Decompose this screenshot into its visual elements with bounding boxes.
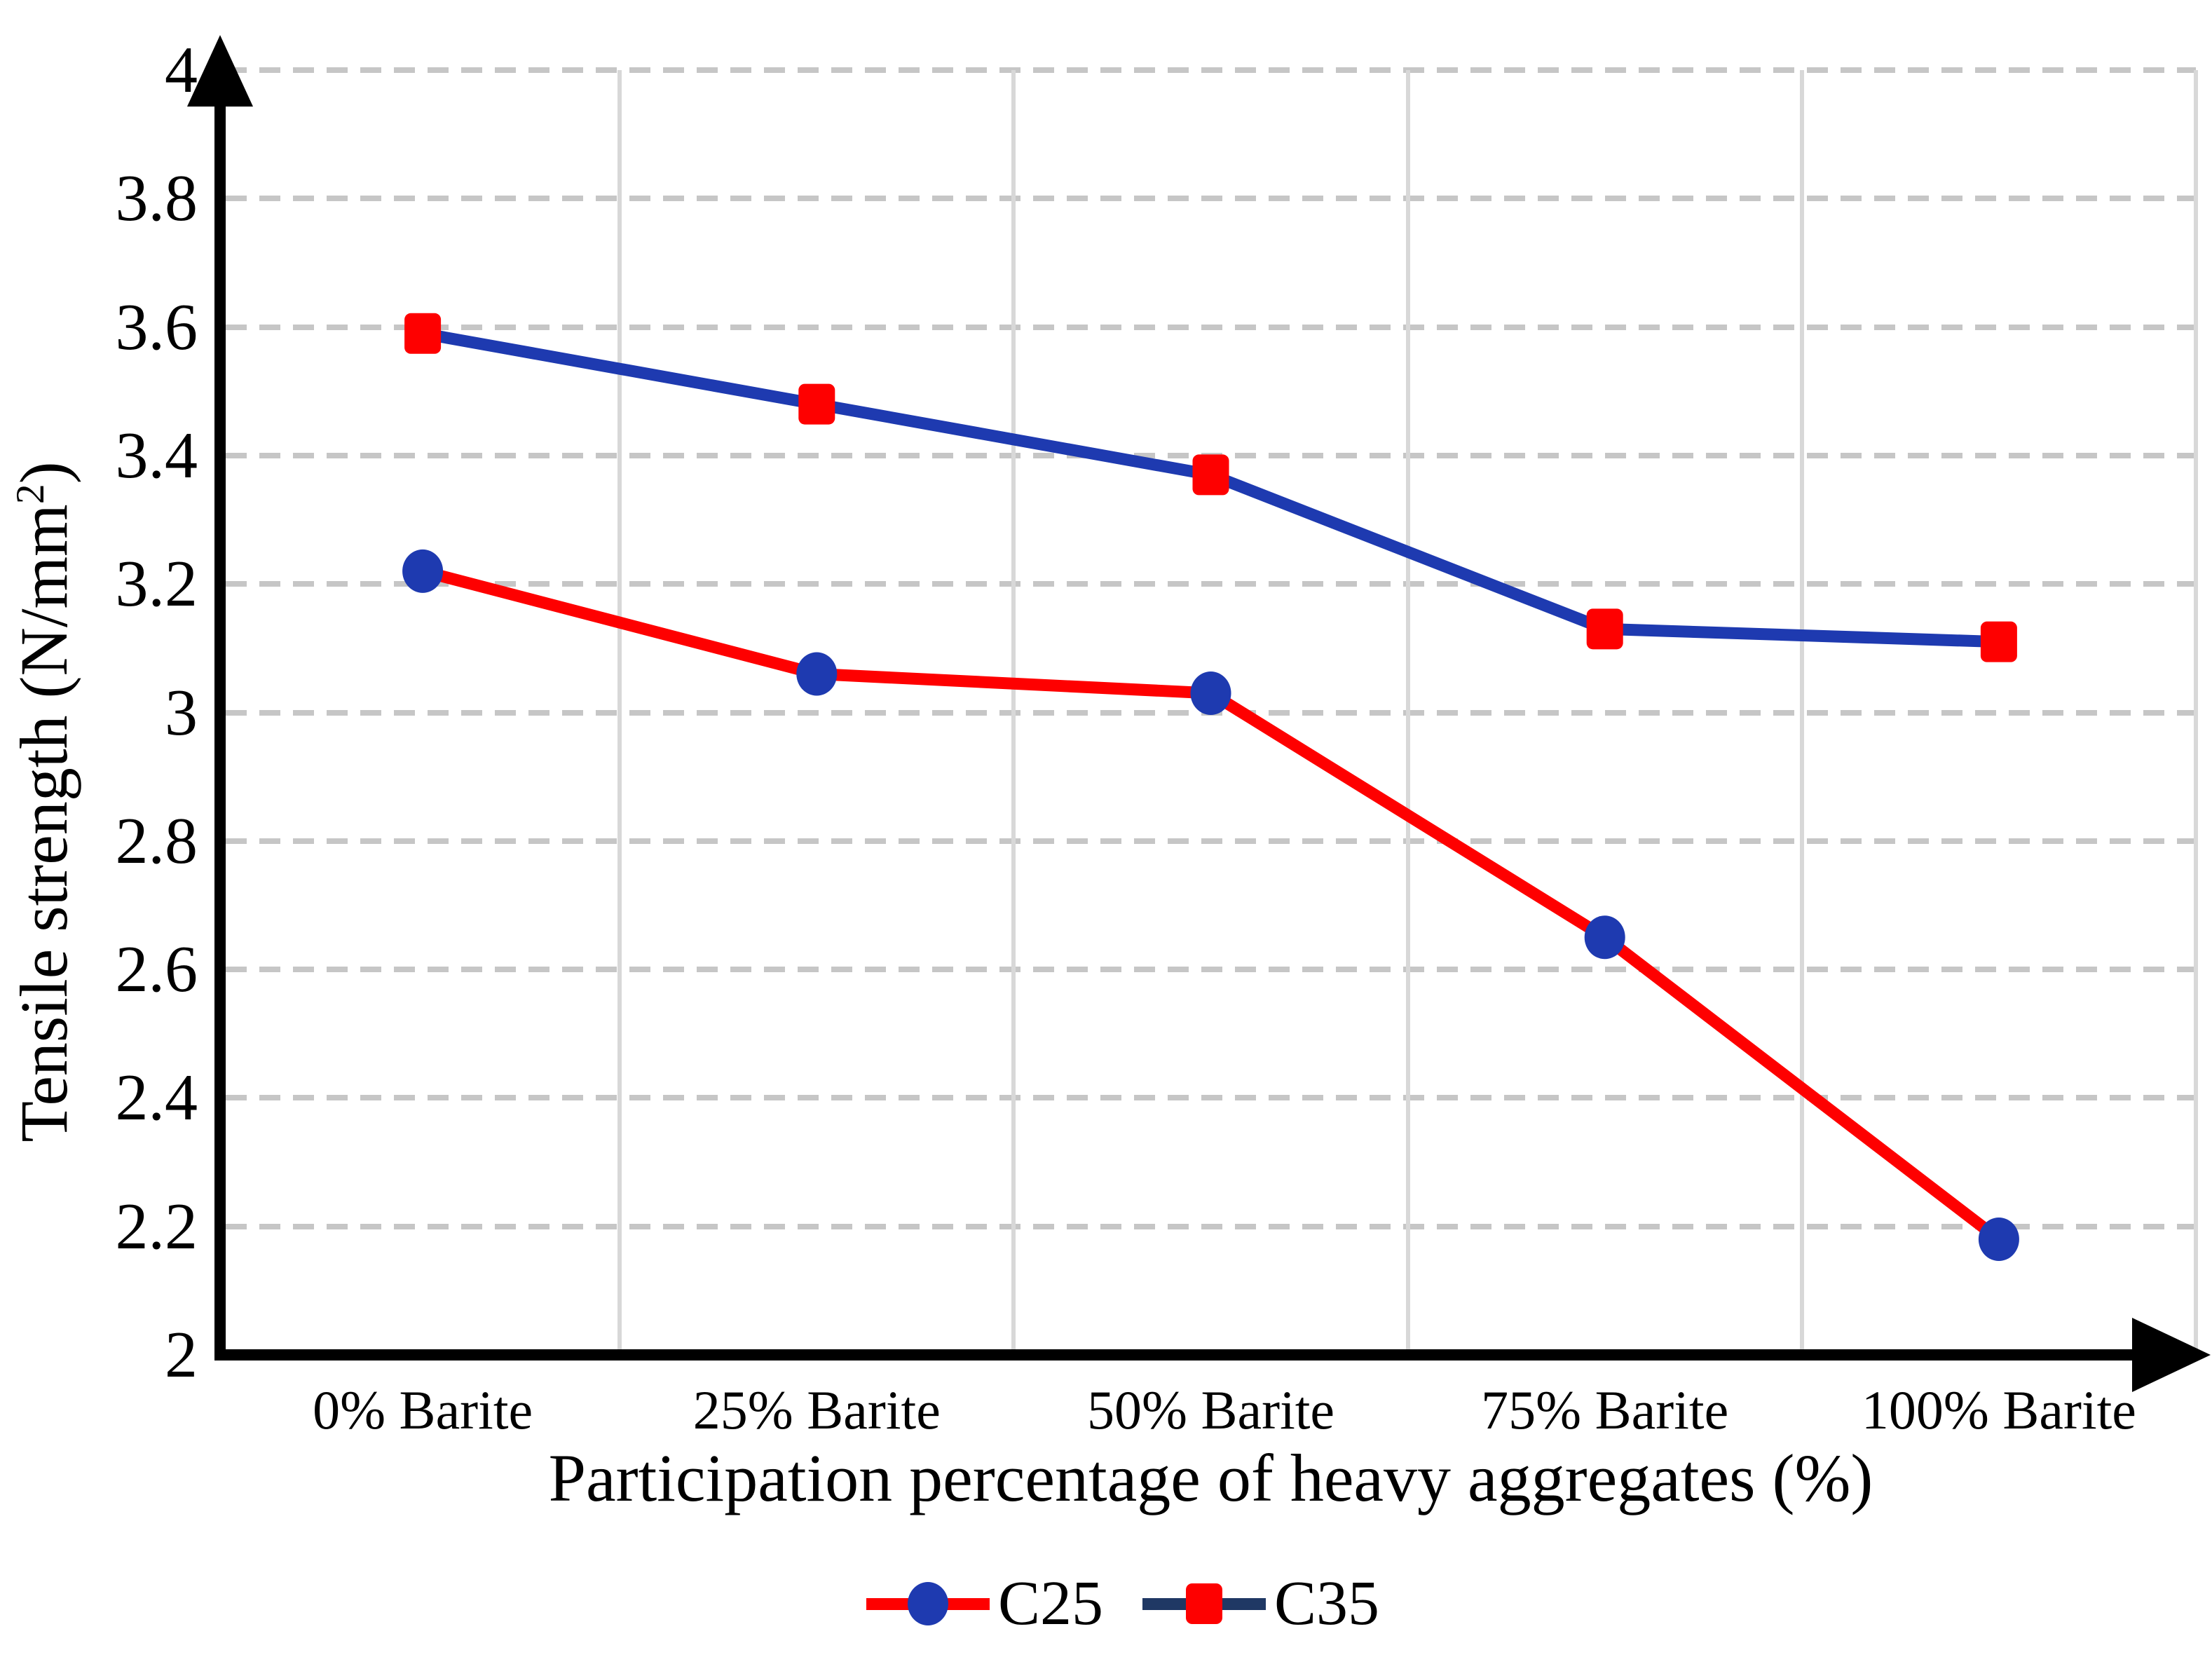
x-axis-line — [214, 1349, 2135, 1361]
y-tick-label: 2.6 — [115, 933, 198, 1007]
horizontal-gridline — [226, 67, 2196, 73]
y-axis-arrow-icon — [187, 35, 253, 107]
legend-marker-square-icon — [1186, 1583, 1223, 1624]
x-tick-label: 100% Barite — [1861, 1379, 2136, 1440]
data-point-C35-0% Barite — [404, 313, 442, 354]
x-axis-title: Participation percentage of heavy aggreg… — [548, 1440, 1873, 1515]
legend-marker-circle-icon — [908, 1582, 948, 1625]
x-tick-label: 0% Barite — [313, 1379, 533, 1440]
x-tick-label: 25% Barite — [692, 1379, 941, 1440]
y-tick-label: 2.2 — [115, 1189, 198, 1263]
legend-label: C25 — [998, 1569, 1104, 1638]
vertical-gridline — [2194, 70, 2198, 1355]
y-axis-line — [214, 91, 226, 1361]
data-point-C25-25% Barite — [796, 652, 838, 696]
y-tick-label: 2.4 — [115, 1061, 198, 1135]
vertical-gridline — [1405, 70, 1410, 1355]
legend-item: C25 — [866, 1570, 1103, 1637]
y-tick-label: 2.8 — [115, 804, 198, 878]
vertical-gridline — [617, 70, 622, 1355]
y-tick-label: 3.2 — [115, 547, 198, 621]
horizontal-gridline — [226, 967, 2196, 973]
data-point-C35-50% Barite — [1192, 454, 1229, 496]
legend: C25 C35 — [866, 1570, 1379, 1637]
horizontal-gridline — [226, 1095, 2196, 1101]
legend-swatch-C35 — [1142, 1583, 1267, 1624]
data-point-C35-75% Barite — [1586, 608, 1623, 650]
horizontal-gridline — [226, 581, 2196, 587]
y-tick-label: 3.8 — [115, 162, 198, 236]
horizontal-gridline — [226, 1223, 2196, 1229]
data-point-C25-0% Barite — [402, 549, 444, 593]
legend-swatch-C25 — [866, 1582, 990, 1625]
vertical-gridline — [1799, 70, 1804, 1355]
data-point-C35-100% Barite — [1980, 621, 2017, 662]
y-tick-label: 3.4 — [115, 418, 198, 492]
data-point-C35-25% Barite — [798, 383, 835, 425]
x-tick-label: 75% Barite — [1481, 1379, 1729, 1440]
horizontal-gridline — [226, 838, 2196, 844]
series-line-C25 — [421, 565, 2003, 1244]
legend-label: C35 — [1274, 1569, 1380, 1638]
legend-item: C35 — [1142, 1570, 1379, 1637]
data-point-C25-50% Barite — [1190, 671, 1231, 716]
y-tick-label: 3.6 — [115, 290, 198, 364]
x-tick-label: 50% Barite — [1086, 1379, 1335, 1440]
y-tick-label: 3 — [165, 676, 198, 749]
data-point-C25-75% Barite — [1584, 915, 1625, 960]
x-axis-arrow-icon — [2132, 1318, 2211, 1392]
horizontal-gridline — [226, 324, 2196, 330]
vertical-gridline — [1011, 70, 1016, 1355]
y-tick-label: 2 — [165, 1318, 198, 1391]
data-point-C25-100% Barite — [1978, 1218, 2019, 1262]
horizontal-gridline — [226, 196, 2196, 202]
